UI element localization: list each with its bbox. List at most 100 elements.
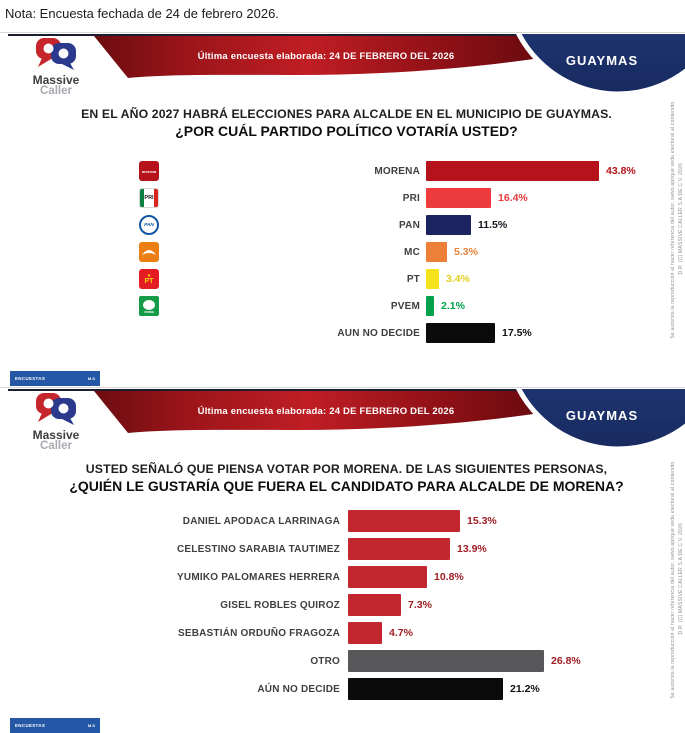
mc-logo-icon xyxy=(139,242,159,262)
question-line-1: EN EL AÑO 2027 HABRÁ ELECCIONES PARA ALC… xyxy=(81,107,612,121)
city-circle-shape xyxy=(516,34,685,97)
category-label: MC xyxy=(404,246,420,258)
pri-logo-icon: PRI xyxy=(139,188,159,208)
poll-card-parties: Última encuesta elaborada: 24 DE FEBRERO… xyxy=(8,34,685,370)
chart-row: MC 5.3% xyxy=(8,242,685,262)
badge-left-text: ENCUESTAS xyxy=(15,723,46,728)
pt-logo-icon: ★ PT xyxy=(139,269,159,289)
value-bar xyxy=(426,188,491,208)
value-label: 17.5% xyxy=(502,327,532,339)
chart-row: PAN PAN 11.5% xyxy=(8,215,685,235)
watermark-notice: Se autoriza la reproducción al hacer ref… xyxy=(670,459,676,699)
value-bar xyxy=(348,678,503,700)
value-bar xyxy=(426,242,447,262)
logo-text-massive: Massive xyxy=(32,428,80,442)
side-watermark: Se autoriza la reproducción al hacer ref… xyxy=(670,459,684,699)
party-bar-chart: morena MORENA 43.8% PRI PRI 16.4% PAN PAN 11.5% M… xyxy=(8,161,685,343)
value-label: 3.4% xyxy=(446,273,470,285)
category-label: PAN xyxy=(399,219,420,231)
ribbon-date-text: Última encuesta elaborada: 24 DE FEBRERO… xyxy=(198,405,455,417)
category-label: AUN NO DECIDE xyxy=(337,327,420,339)
poll-card-candidates: Última encuesta elaborada: 24 DE FEBRERO… xyxy=(8,389,685,715)
divider-line-top xyxy=(0,32,685,33)
value-bar xyxy=(426,215,471,235)
city-circle-shape xyxy=(516,389,685,452)
red-ribbon-shape xyxy=(94,391,568,433)
value-label: 43.8% xyxy=(606,165,636,177)
value-bar xyxy=(348,650,544,672)
category-label: MORENA xyxy=(374,165,420,177)
card-header: Última encuesta elaborada: 24 DE FEBRERO… xyxy=(8,389,685,461)
logo-text-massive: Massive xyxy=(32,73,80,87)
city-label: GUAYMAS xyxy=(566,408,638,423)
header-top-line xyxy=(8,389,685,391)
badge-right-text: M.S xyxy=(87,376,95,381)
value-bar xyxy=(348,538,450,560)
logo-text-caller: Caller xyxy=(40,440,72,452)
value-bar xyxy=(348,594,401,616)
page-note: Nota: Encuesta fechada de 24 de febrero … xyxy=(5,6,279,21)
value-label: 16.4% xyxy=(498,192,528,204)
value-bar xyxy=(348,622,382,644)
badge-left-text: ENCUESTAS xyxy=(15,376,46,381)
category-label: PVEM xyxy=(390,300,420,312)
city-label: GUAYMAS xyxy=(566,53,638,68)
category-label: OTRO xyxy=(310,655,340,667)
chart-row: VERDE PVEM 2.1% xyxy=(8,296,685,316)
encuestas-badge: ENCUESTAS M.S xyxy=(10,371,100,386)
value-bar xyxy=(348,510,460,532)
chart-row: CELESTINO SARABIA TAUTIMEZ 13.9% xyxy=(8,538,685,560)
category-label: PT xyxy=(406,273,420,285)
category-label: SEBASTIÁN ORDUÑO FRAGOZA xyxy=(177,627,340,639)
chart-row: PRI PRI 16.4% xyxy=(8,188,685,208)
side-watermark: Se autoriza la reproducción al hacer ref… xyxy=(670,94,684,344)
chart-row: SEBASTIÁN ORDUÑO FRAGOZA 4.7% xyxy=(8,622,685,644)
watermark-notice: Se autoriza la reproducción al hacer ref… xyxy=(670,99,676,339)
red-ribbon-shape xyxy=(94,36,568,78)
candidate-bar-chart: DANIEL APODACA LARRINAGA 15.3% CELESTINO S… xyxy=(8,510,685,700)
watermark-rights: D.R. (C) MASSIVE CALLER S.A DE C.V. 2026 xyxy=(678,163,684,275)
header-top-line xyxy=(8,34,685,36)
category-label: CELESTINO SARABIA TAUTIMEZ xyxy=(177,543,340,555)
value-label: 5.3% xyxy=(454,246,478,258)
category-label: DANIEL APODACA LARRINAGA xyxy=(182,515,340,527)
badge-right-text: M.S xyxy=(87,723,95,728)
question-line-2: ¿POR CUÁL PARTIDO POLÍTICO VOTARÍA USTED… xyxy=(175,123,518,139)
ribbon-date-text: Última encuesta elaborada: 24 DE FEBRERO… xyxy=(198,50,455,62)
logo-bubbles-icon xyxy=(36,38,76,70)
chart-row: DANIEL APODACA LARRINAGA 15.3% xyxy=(8,510,685,532)
question-line-1: USTED SEÑALÓ QUE PIENSA VOTAR POR MORENA… xyxy=(85,462,608,476)
pvem-logo-icon: VERDE xyxy=(139,296,159,316)
logo-bubbles-icon xyxy=(36,393,76,425)
chart-row: ★ PT PT 3.4% xyxy=(8,269,685,289)
value-label: 13.9% xyxy=(457,543,487,555)
value-bar xyxy=(426,323,495,343)
category-label: PRI xyxy=(402,192,420,204)
encuestas-badge-bottom: ENCUESTAS M.S xyxy=(10,718,100,733)
value-label: 7.3% xyxy=(408,599,432,611)
morena-logo-icon: morena xyxy=(139,161,159,181)
category-label: YUMIKO PALOMARES HERRERA xyxy=(177,571,340,583)
value-label: 10.8% xyxy=(434,571,464,583)
header-ribbon-graphic: Última encuesta elaborada: 24 DE FEBRERO… xyxy=(8,389,685,452)
value-label: 4.7% xyxy=(389,627,413,639)
value-label: 15.3% xyxy=(467,515,497,527)
value-bar xyxy=(426,296,434,316)
header-ribbon-graphic: Última encuesta elaborada: 24 DE FEBRERO… xyxy=(8,34,685,97)
pan-logo-icon: PAN xyxy=(139,215,159,235)
card-header: Última encuesta elaborada: 24 DE FEBRERO… xyxy=(8,34,685,106)
chart-row: GISEL ROBLES QUIROZ 7.3% xyxy=(8,594,685,616)
chart-row: OTRO 26.8% xyxy=(8,650,685,672)
divider-line-middle xyxy=(0,387,685,388)
chart-row: morena MORENA 43.8% xyxy=(8,161,685,181)
category-label: AÚN NO DECIDE xyxy=(257,683,340,695)
value-label: 26.8% xyxy=(551,655,581,667)
value-label: 11.5% xyxy=(478,219,508,231)
chart-row: AUN NO DECIDE 17.5% xyxy=(8,323,685,343)
watermark-rights: D.R. (C) MASSIVE CALLER S.A DE C.V. 2026 xyxy=(678,523,684,635)
value-bar xyxy=(426,269,439,289)
logo-text-caller: Caller xyxy=(40,85,72,97)
value-bar xyxy=(348,566,427,588)
chart-row: YUMIKO PALOMARES HERRERA 10.8% xyxy=(8,566,685,588)
question-line-2: ¿QUIÉN LE GUSTARÍA QUE FUERA EL CANDIDAT… xyxy=(69,478,624,494)
